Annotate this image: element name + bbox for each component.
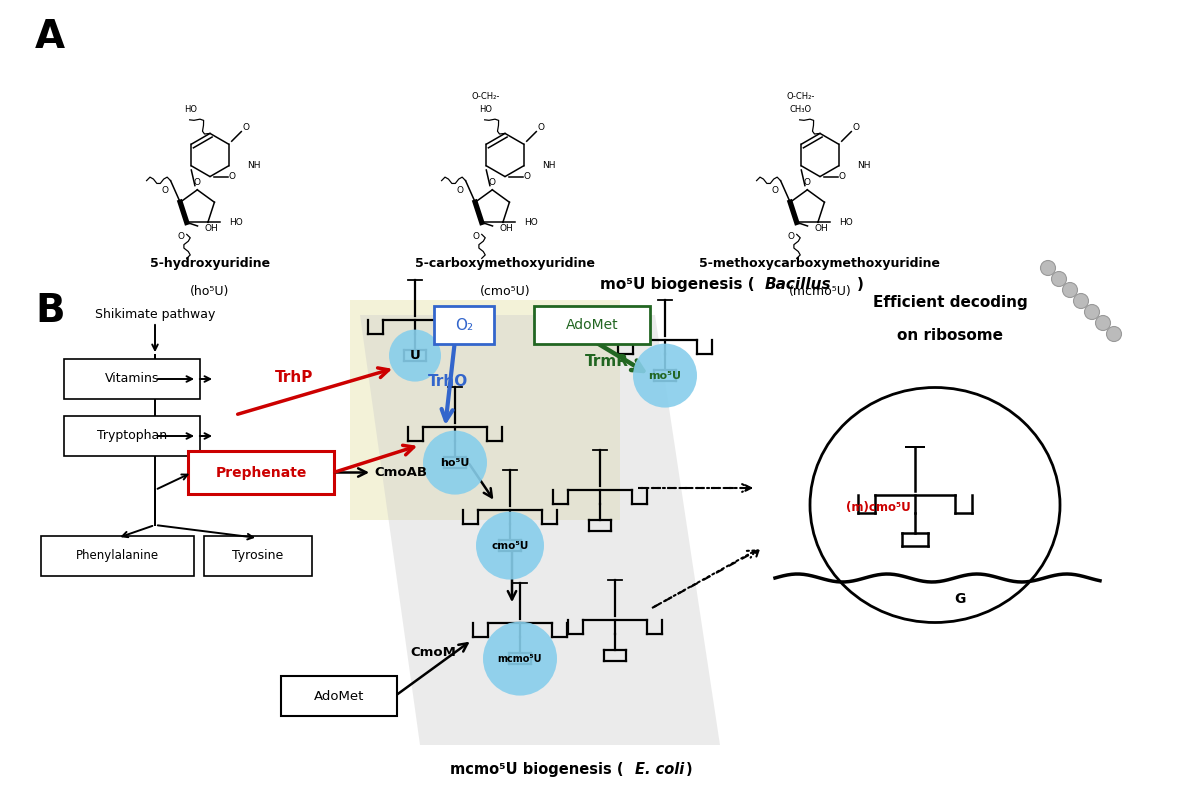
Text: on ribosome: on ribosome (898, 328, 1003, 343)
Circle shape (482, 622, 557, 695)
Text: Bacillus: Bacillus (766, 277, 832, 292)
Text: O: O (193, 178, 200, 187)
Text: NH: NH (857, 162, 870, 170)
Text: TrhP: TrhP (275, 370, 313, 386)
Text: mo⁵U biogenesis (: mo⁵U biogenesis ( (600, 277, 755, 292)
Text: Phenylalanine: Phenylalanine (76, 550, 160, 562)
Text: U: U (409, 349, 420, 362)
Text: ho⁵U: ho⁵U (440, 458, 469, 467)
Text: O: O (772, 186, 778, 194)
Text: O₂: O₂ (455, 318, 473, 333)
Text: O: O (488, 178, 496, 187)
Circle shape (1074, 294, 1088, 309)
Text: Prephenate: Prephenate (215, 466, 307, 479)
Text: mcmo⁵U biogenesis (: mcmo⁵U biogenesis ( (450, 762, 624, 777)
Text: ): ) (686, 762, 692, 777)
Text: E. coli: E. coli (635, 762, 684, 777)
Text: O: O (787, 232, 794, 242)
Text: (mcmo⁵U): (mcmo⁵U) (788, 285, 851, 298)
Text: HO: HO (479, 105, 492, 114)
Text: 5-hydroxyuridine: 5-hydroxyuridine (150, 257, 270, 270)
FancyBboxPatch shape (41, 536, 194, 576)
Text: mo⁵U: mo⁵U (648, 370, 682, 381)
Text: G: G (954, 592, 966, 606)
Text: O: O (242, 123, 250, 132)
Polygon shape (350, 300, 620, 520)
Text: cmo⁵U: cmo⁵U (491, 541, 529, 550)
Text: O: O (852, 123, 859, 132)
FancyBboxPatch shape (64, 359, 200, 399)
Text: AdoMet: AdoMet (565, 318, 618, 332)
Text: OH: OH (499, 224, 514, 233)
Text: Shikimate pathway: Shikimate pathway (95, 308, 215, 321)
Circle shape (1096, 315, 1110, 330)
Text: OH: OH (205, 224, 218, 233)
FancyBboxPatch shape (188, 451, 334, 494)
Text: O: O (473, 232, 479, 242)
Ellipse shape (810, 387, 1060, 622)
Text: NH: NH (247, 162, 260, 170)
Text: CmoAB: CmoAB (374, 466, 427, 479)
Text: CmoM: CmoM (410, 646, 456, 658)
Text: TrmR: TrmR (586, 354, 629, 370)
Text: HO: HO (524, 218, 539, 227)
Text: HO: HO (840, 218, 853, 227)
FancyBboxPatch shape (534, 306, 650, 344)
Text: O: O (228, 172, 235, 181)
FancyBboxPatch shape (64, 416, 200, 456)
Text: mcmo⁵U: mcmo⁵U (498, 654, 542, 664)
Text: O: O (538, 123, 544, 132)
Text: O: O (523, 172, 530, 181)
Text: CH₃O: CH₃O (790, 105, 811, 114)
Text: O: O (161, 186, 168, 194)
Text: A: A (35, 18, 65, 56)
Text: TrhO: TrhO (428, 374, 468, 390)
Text: OH: OH (815, 224, 828, 233)
Circle shape (1051, 271, 1067, 286)
Polygon shape (360, 315, 720, 745)
Text: 5-carboxymethoxyuridine: 5-carboxymethoxyuridine (415, 257, 595, 270)
Text: O: O (838, 172, 845, 181)
Text: ): ) (857, 277, 864, 292)
Text: Tyrosine: Tyrosine (233, 550, 283, 562)
Text: Vitamins: Vitamins (104, 373, 160, 386)
Text: Efficient decoding: Efficient decoding (872, 295, 1027, 310)
Text: O-CH₂-: O-CH₂- (472, 92, 499, 101)
Circle shape (1040, 261, 1056, 275)
Text: O: O (456, 186, 463, 194)
Text: O-CH₂-: O-CH₂- (786, 92, 815, 101)
Text: B: B (35, 292, 65, 330)
FancyBboxPatch shape (281, 676, 397, 716)
Text: O: O (178, 232, 185, 242)
Circle shape (424, 430, 487, 494)
Circle shape (1062, 282, 1078, 298)
Text: Tryptophan: Tryptophan (97, 430, 167, 442)
Circle shape (389, 330, 442, 382)
Text: NH: NH (541, 162, 556, 170)
Text: (cmo⁵U): (cmo⁵U) (480, 285, 530, 298)
Text: AdoMet: AdoMet (314, 690, 364, 702)
Circle shape (476, 512, 544, 579)
Text: HO: HO (184, 105, 197, 114)
Text: (ho⁵U): (ho⁵U) (191, 285, 229, 298)
Circle shape (1106, 326, 1122, 342)
Text: O: O (804, 178, 811, 187)
FancyBboxPatch shape (434, 306, 494, 344)
Circle shape (634, 344, 697, 408)
Text: (m)cmo⁵U: (m)cmo⁵U (846, 502, 911, 514)
Text: HO: HO (229, 218, 244, 227)
Text: 5-methoxycarboxymethoxyuridine: 5-methoxycarboxymethoxyuridine (700, 257, 941, 270)
Circle shape (1085, 305, 1099, 319)
FancyBboxPatch shape (204, 536, 312, 576)
